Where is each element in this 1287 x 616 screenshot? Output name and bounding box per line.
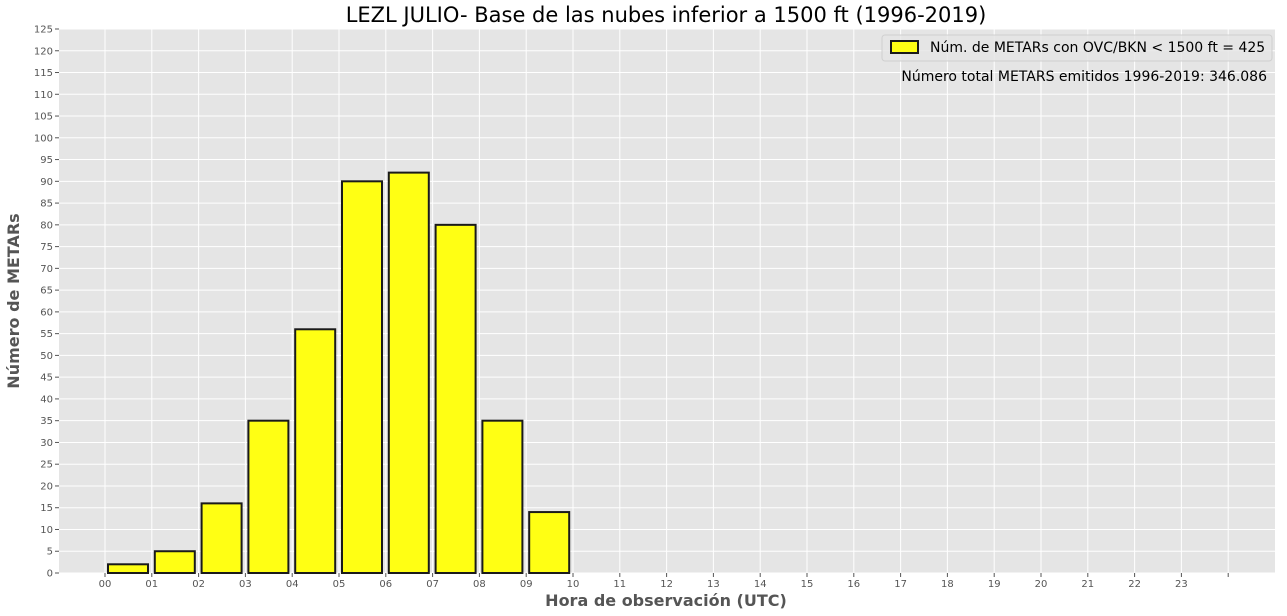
x-tick-label: 03 bbox=[239, 579, 252, 590]
x-tick-label: 05 bbox=[333, 579, 346, 590]
y-tick-label: 120 bbox=[34, 46, 53, 57]
x-axis-label: Hora de observación (UTC) bbox=[545, 591, 787, 610]
x-tick-label: 08 bbox=[473, 579, 486, 590]
bar-07 bbox=[434, 223, 477, 574]
y-tick-label: 75 bbox=[40, 242, 53, 253]
bar-06 bbox=[387, 171, 430, 574]
x-tick-label: 00 bbox=[99, 579, 112, 590]
y-tick-label: 25 bbox=[40, 460, 53, 471]
y-tick-label: 90 bbox=[40, 177, 53, 188]
bar-03 bbox=[247, 419, 290, 574]
x-tick-label: 01 bbox=[145, 579, 158, 590]
x-tick-label: 14 bbox=[754, 579, 767, 590]
bar-05 bbox=[341, 180, 383, 574]
bar-04 bbox=[294, 328, 337, 574]
y-tick-label: 0 bbox=[47, 569, 53, 580]
x-tick-label: 10 bbox=[567, 579, 580, 590]
legend-frame bbox=[881, 34, 1273, 62]
y-tick-label: 5 bbox=[47, 547, 53, 558]
x-tick-label: 06 bbox=[379, 579, 392, 590]
x-tick-label: 16 bbox=[847, 579, 860, 590]
y-tick-label: 10 bbox=[40, 525, 53, 536]
bar-00 bbox=[107, 563, 149, 575]
y-axis-ticks: 0 5 10 15 20 25 30 35 40 45 50 55 60 65 70 75 80 85 90 95 10… bbox=[34, 25, 59, 580]
bar-02 bbox=[200, 502, 243, 575]
y-axis-label: Número de METARs bbox=[4, 213, 23, 388]
y-tick-label: 60 bbox=[40, 307, 53, 318]
x-tick-label: 17 bbox=[894, 579, 907, 590]
bar-01 bbox=[153, 550, 196, 574]
y-tick-label: 20 bbox=[40, 481, 53, 492]
legend-swatch bbox=[890, 40, 919, 54]
y-tick-label: 105 bbox=[34, 112, 53, 123]
y-tick-label: 45 bbox=[40, 373, 53, 384]
bars bbox=[107, 171, 571, 575]
legend-label: Núm. de METARs con OVC/BKN < 1500 ft = 4… bbox=[930, 40, 1265, 56]
y-tick-label: 115 bbox=[34, 68, 53, 79]
chart-title: LEZL JULIO- Base de las nubes inferior a… bbox=[346, 3, 987, 27]
y-tick-label: 125 bbox=[34, 25, 53, 36]
y-tick-label: 40 bbox=[40, 394, 53, 405]
y-tick-label: 70 bbox=[40, 264, 53, 275]
x-tick-label: 23 bbox=[1175, 579, 1188, 590]
y-tick-label: 50 bbox=[40, 351, 53, 362]
y-tick-label: 15 bbox=[40, 503, 53, 514]
x-tick-label: 04 bbox=[286, 579, 299, 590]
y-tick-label: 55 bbox=[40, 329, 53, 340]
y-tick-label: 95 bbox=[40, 155, 53, 166]
x-tick-label: 20 bbox=[1035, 579, 1048, 590]
y-tick-label: 110 bbox=[34, 90, 53, 101]
x-tick-label: 02 bbox=[192, 579, 205, 590]
y-tick-label: 85 bbox=[40, 199, 53, 210]
x-tick-label: 22 bbox=[1128, 579, 1141, 590]
bar-09 bbox=[528, 511, 571, 575]
x-tick-label: 15 bbox=[801, 579, 814, 590]
x-tick-label: 13 bbox=[707, 579, 720, 590]
y-tick-label: 80 bbox=[40, 220, 53, 231]
y-tick-label: 35 bbox=[40, 416, 53, 427]
bar-08 bbox=[481, 419, 524, 574]
x-tick-label: 07 bbox=[426, 579, 439, 590]
y-tick-label: 30 bbox=[40, 438, 53, 449]
y-tick-label: 100 bbox=[34, 133, 53, 144]
x-axis-ticks: 00 01 02 03 04 05 06 07 08 09 10 11 12 13 14 15 16 17 18 19… bbox=[99, 573, 1229, 590]
y-tick-label: 65 bbox=[40, 286, 53, 297]
x-tick-label: 09 bbox=[520, 579, 533, 590]
x-tick-label: 21 bbox=[1081, 579, 1094, 590]
annotation-total-metars: Número total METARS emitidos 1996-2019: … bbox=[901, 69, 1267, 85]
x-tick-label: 18 bbox=[941, 579, 954, 590]
x-tick-label: 12 bbox=[660, 579, 673, 590]
x-tick-label: 19 bbox=[988, 579, 1001, 590]
legend: Núm. de METARs con OVC/BKN < 1500 ft = 4… bbox=[881, 34, 1273, 85]
x-tick-label: 11 bbox=[613, 579, 626, 590]
